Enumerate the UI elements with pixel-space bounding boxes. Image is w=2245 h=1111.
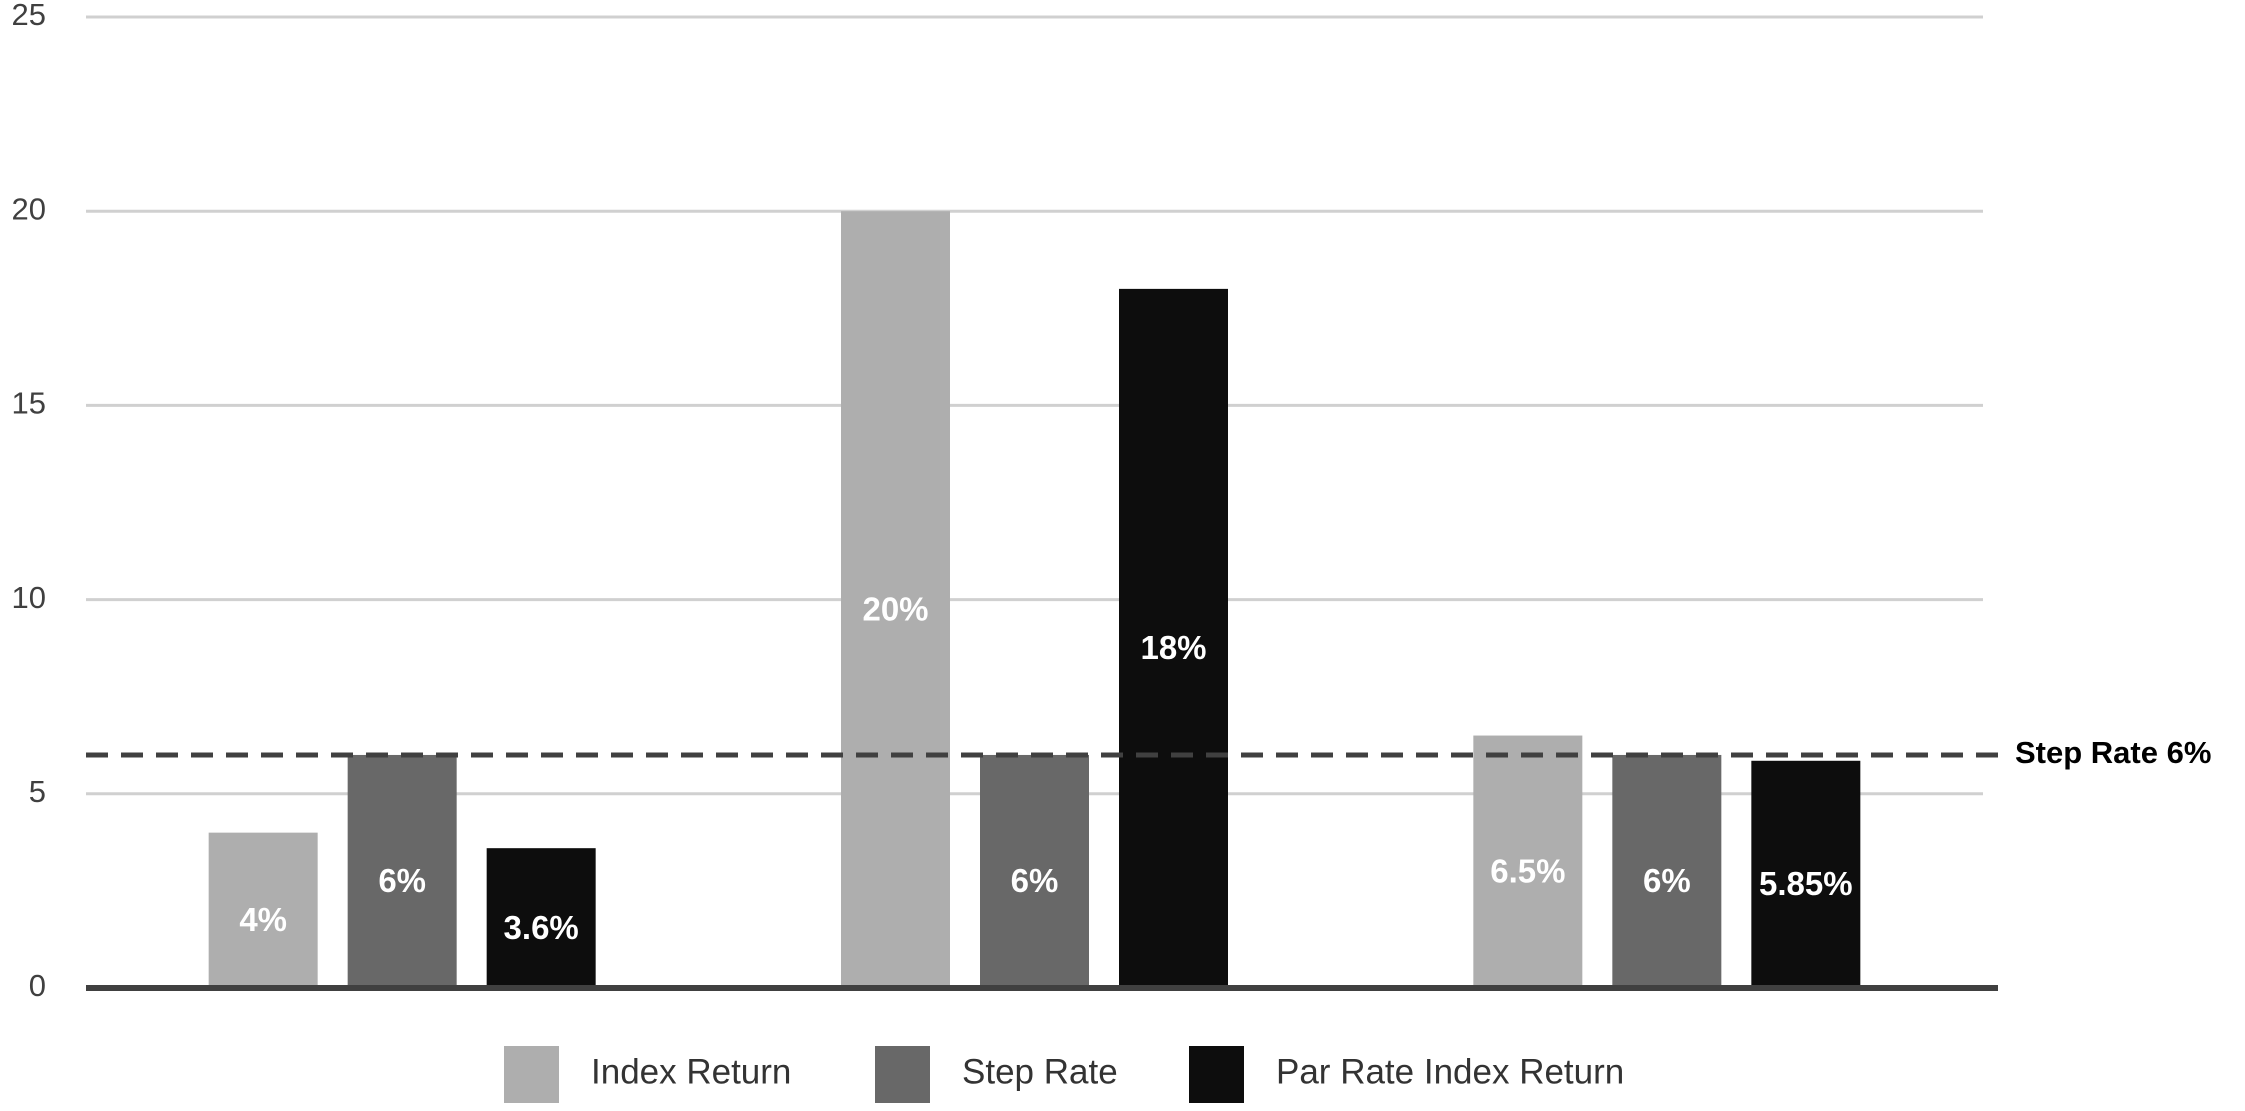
bar	[486, 848, 596, 988]
legend-swatch	[504, 1046, 559, 1103]
bar	[1473, 735, 1583, 988]
data-label: 6%	[378, 862, 426, 899]
y-tick-label: 15	[12, 386, 46, 421]
y-tick-label: 25	[12, 0, 46, 32]
legend-swatch	[875, 1046, 930, 1103]
legend-label: Step Rate	[962, 1052, 1118, 1091]
data-label: 6%	[1643, 862, 1691, 899]
bar	[208, 832, 318, 988]
bar	[1751, 760, 1861, 988]
data-label: 6%	[1011, 862, 1059, 899]
y-tick-label: 20	[12, 191, 46, 226]
data-label: 5.85%	[1759, 865, 1853, 902]
bar	[980, 754, 1089, 988]
bar	[347, 754, 457, 988]
legend-label: Par Rate Index Return	[1276, 1052, 1624, 1091]
bar	[841, 211, 950, 988]
data-label: 6.5%	[1490, 852, 1565, 889]
legend-swatch	[1189, 1046, 1244, 1103]
legend-label: Index Return	[591, 1052, 791, 1091]
data-label: 18%	[1140, 629, 1206, 666]
y-tick-label: 10	[12, 580, 46, 615]
data-label: 4%	[239, 901, 287, 938]
reference-label: Step Rate 6%	[2015, 735, 2211, 770]
y-tick-label: 5	[29, 774, 46, 809]
data-label: 3.6%	[504, 909, 579, 946]
data-label: 20%	[862, 590, 928, 627]
bar	[1612, 754, 1722, 988]
bar	[1119, 288, 1228, 988]
y-tick-label: 0	[29, 968, 46, 1003]
